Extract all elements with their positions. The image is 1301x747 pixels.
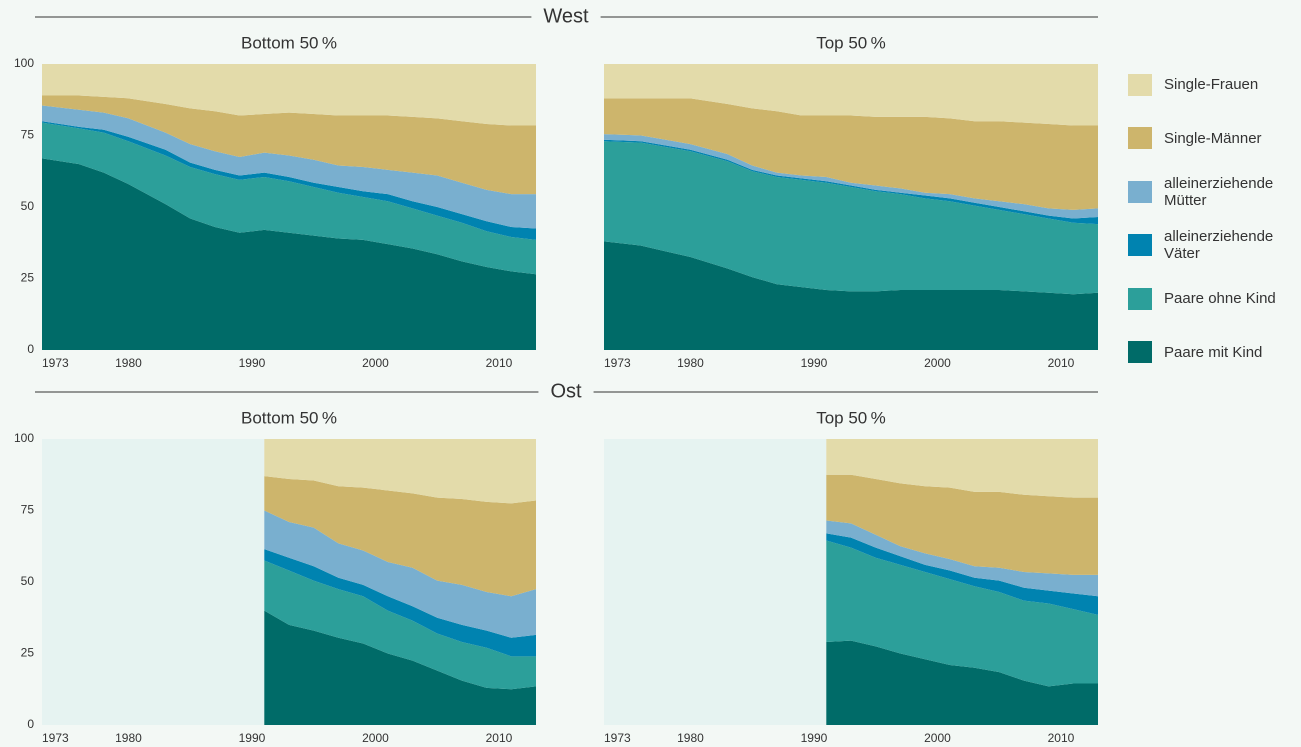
area (826, 533, 1098, 615)
panel-title: Top 50 % (816, 408, 886, 427)
y-tick-label: 50 (21, 199, 35, 213)
legend-swatch (1128, 234, 1152, 257)
area (604, 98, 1098, 210)
legend-item: Paare ohne Kind (1128, 272, 1298, 326)
area (42, 122, 536, 275)
legend: Single-Frauen Single-Männer alleinerziehen… (1128, 58, 1298, 379)
y-tick-label: 25 (21, 646, 35, 660)
x-tick-label: 2000 (362, 731, 389, 745)
x-tick-label: 1980 (115, 356, 142, 370)
legend-label: Paare mit Kind (1164, 343, 1263, 361)
panel-title: Bottom 50 % (241, 408, 337, 427)
no-data-area (604, 439, 827, 725)
group-title: West (543, 5, 589, 27)
x-tick-label: 1980 (677, 731, 704, 745)
x-tick-label: 1990 (801, 356, 828, 370)
x-tick-label: 1973 (604, 356, 631, 370)
x-tick-label: 1973 (604, 731, 631, 745)
x-tick-label: 1990 (239, 356, 266, 370)
area (42, 95, 536, 195)
x-tick-label: 1980 (115, 731, 142, 745)
area (826, 439, 1098, 498)
area (826, 520, 1098, 597)
x-tick-label: 2000 (362, 356, 389, 370)
panel-title: Top 50 % (816, 33, 886, 52)
y-tick-label: 0 (27, 717, 34, 731)
y-tick-label: 25 (21, 271, 35, 285)
y-tick-label: 50 (21, 574, 35, 588)
area (604, 134, 1098, 219)
legend-item: Paare mit Kind (1128, 326, 1298, 380)
legend-item: Single-Frauen (1128, 58, 1298, 112)
area (264, 610, 536, 725)
legend-swatch (1128, 341, 1152, 364)
x-tick-label: 2010 (486, 731, 513, 745)
x-tick-label: 1973 (42, 356, 69, 370)
panel-title: Bottom 50 % (241, 33, 337, 52)
area (826, 474, 1098, 575)
area (264, 560, 536, 690)
legend-item: alleinerziehende Mütter (1128, 165, 1298, 219)
area (604, 141, 1098, 295)
x-tick-label: 2000 (924, 356, 951, 370)
no-data-area (42, 439, 265, 725)
x-tick-label: 1990 (801, 731, 828, 745)
y-tick-label: 100 (14, 56, 34, 70)
legend-label: alleinerziehende Mütter (1164, 174, 1274, 209)
area (264, 510, 536, 638)
y-tick-label: 75 (21, 128, 35, 142)
y-tick-label: 0 (27, 342, 34, 356)
x-tick-label: 1973 (42, 731, 69, 745)
group-title: Ost (550, 380, 582, 402)
y-tick-label: 100 (14, 431, 34, 445)
y-tick-label: 75 (21, 503, 35, 517)
area (264, 439, 536, 504)
area (264, 549, 536, 657)
legend-swatch (1128, 287, 1152, 310)
legend-swatch (1128, 180, 1152, 203)
x-tick-label: 1980 (677, 356, 704, 370)
area (604, 139, 1098, 225)
legend-item: alleinerziehende Väter (1128, 219, 1298, 273)
legend-label: alleinerziehende Väter (1164, 228, 1274, 263)
x-tick-label: 2000 (924, 731, 951, 745)
area (42, 158, 536, 350)
area (604, 64, 1098, 126)
area (826, 540, 1098, 687)
x-tick-label: 2010 (1048, 356, 1075, 370)
area (264, 476, 536, 597)
x-tick-label: 2010 (1048, 731, 1075, 745)
area (42, 121, 536, 240)
legend-label: Single-Männer (1164, 129, 1262, 147)
area (42, 64, 536, 126)
legend-item: Single-Männer (1128, 112, 1298, 166)
area (826, 640, 1098, 725)
x-tick-label: 1990 (239, 731, 266, 745)
area (42, 105, 536, 229)
legend-label: Paare ohne Kind (1164, 290, 1276, 308)
legend-swatch (1128, 73, 1152, 96)
legend-label: Single-Frauen (1164, 76, 1259, 94)
legend-swatch (1128, 127, 1152, 150)
x-tick-label: 2010 (486, 356, 513, 370)
